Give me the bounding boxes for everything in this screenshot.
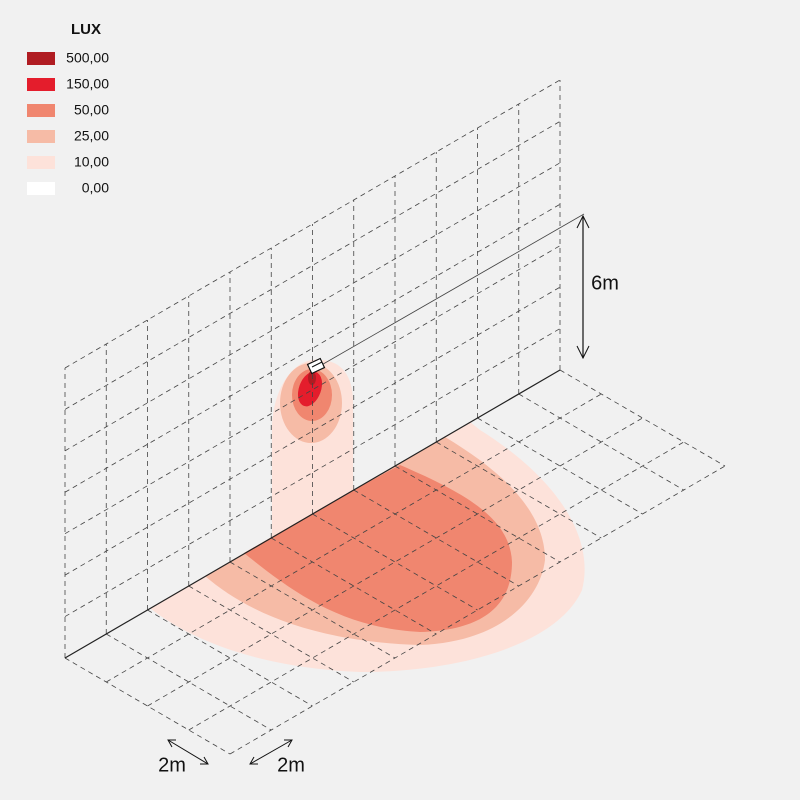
floor-grid-line xyxy=(229,465,726,755)
isolux-zones xyxy=(150,359,585,672)
floor-grid-line xyxy=(271,537,437,635)
arrow-heads xyxy=(167,739,293,765)
wall-grid-line xyxy=(64,162,561,452)
floor-grid-line xyxy=(188,441,684,731)
grid-dimensions: 2m 2m xyxy=(158,739,305,776)
floor-grid-line xyxy=(353,489,519,587)
floor-grid-line xyxy=(147,609,313,707)
floor-grid-line xyxy=(394,465,561,563)
height-dimension: 6m xyxy=(576,214,619,360)
floor-grid-line xyxy=(477,417,643,515)
legend-swatch xyxy=(27,130,55,143)
grid xyxy=(64,79,726,755)
floor-grid-line xyxy=(312,513,478,611)
legend-title: LUX xyxy=(71,21,101,38)
dimension-line xyxy=(167,739,209,765)
legend: 500,00 150,00 50,00 25,00 10,00 0,00 xyxy=(27,50,109,196)
floor-grid-line xyxy=(106,393,602,683)
dimension-label: 2m xyxy=(277,754,305,776)
luminaire-detail xyxy=(311,361,323,368)
wall-grid-line xyxy=(64,286,561,576)
floor-grid-line xyxy=(64,657,231,755)
floor-grid-line xyxy=(518,393,684,491)
legend-label: 500,00 xyxy=(66,50,109,66)
luminaire xyxy=(306,357,326,375)
wall-grid-line xyxy=(64,245,561,535)
legend-swatch xyxy=(27,104,55,117)
legend-label: 50,00 xyxy=(74,102,109,118)
legend-swatch xyxy=(27,182,55,195)
wall-base xyxy=(64,369,561,659)
luminaire-body xyxy=(306,357,326,375)
legend-label: 0,00 xyxy=(82,180,109,196)
mount-line xyxy=(317,213,585,368)
legend-label: 25,00 xyxy=(74,128,109,144)
legend-label: 150,00 xyxy=(66,76,109,92)
wall-grid-line xyxy=(64,328,561,617)
wall-grid-line xyxy=(64,79,561,369)
dimension-label: 2m xyxy=(158,754,186,776)
legend-label: 10,00 xyxy=(74,154,109,170)
floor-grid-line xyxy=(436,441,602,539)
arrow-heads xyxy=(576,214,590,360)
dimension-label: 6m xyxy=(591,272,619,294)
floor-grid-line xyxy=(559,369,726,467)
wall-grid-line xyxy=(64,203,561,493)
floor-grid-line xyxy=(147,417,643,707)
legend-swatch xyxy=(27,78,55,91)
wall-grid-line xyxy=(64,121,561,410)
zone-50 xyxy=(244,465,512,632)
zone-500 xyxy=(308,371,316,385)
floor-grid-line xyxy=(188,585,354,683)
dimension-line xyxy=(249,739,293,765)
zone-150 xyxy=(297,371,323,407)
floor-grid-line xyxy=(229,561,396,659)
floor-grid-line xyxy=(106,633,272,731)
legend-swatch xyxy=(27,52,55,65)
legend-swatch xyxy=(27,156,55,169)
